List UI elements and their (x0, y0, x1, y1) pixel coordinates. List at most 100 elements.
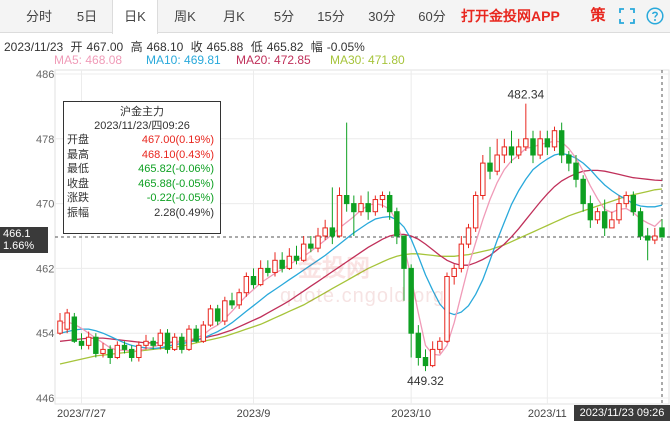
candle-body (200, 324, 207, 342)
candle-body (179, 336, 185, 350)
low-label: 低 (250, 40, 263, 54)
candle-body (186, 328, 192, 350)
x-axis: 2023/7/27 2023/9 2023/10 2023/11 (57, 408, 567, 420)
candle-body (114, 344, 121, 359)
y-tick-label: 470 (36, 199, 54, 211)
candle-body (652, 235, 658, 241)
tab-weekly-k[interactable]: 周K (174, 9, 196, 24)
tab-5day[interactable]: 5日 (76, 9, 98, 24)
strategy-button[interactable]: 策 (590, 7, 606, 24)
y-tick-label: 454 (36, 328, 54, 340)
candle-body (351, 203, 357, 213)
tooltip-row-high: 最高 468.10(0.43%) (64, 148, 220, 163)
candle-body (394, 211, 400, 237)
tooltip-value: 467.00(0.19%) (141, 134, 214, 146)
tab-30min[interactable]: 30分 (368, 9, 396, 24)
crosshair-time-tag: 2023/11/23 09:26 (574, 405, 670, 421)
candle-body (480, 162, 486, 197)
candle-body (386, 195, 393, 213)
tab-timeshare[interactable]: 分时 (25, 9, 52, 24)
tooltip-datetime: 2023/11/23/四09:26 (94, 120, 190, 132)
tooltip-label: 最高 (67, 148, 89, 161)
candle-body (637, 211, 644, 237)
high-annotation: 482.34 (507, 88, 544, 102)
candle-body (630, 195, 637, 213)
candle-body (329, 227, 336, 237)
candle-body (293, 255, 300, 261)
tooltip-value: -0.22(-0.05%) (146, 192, 214, 205)
y-tick-label: 462 (36, 263, 54, 275)
crosshair-tooltip: 沪金主力 2023/11/23/四09:26 开盘 467.00(0.19%) 最… (63, 101, 221, 234)
tab-15min[interactable]: 15分 (317, 9, 345, 24)
tab-60min[interactable]: 60分 (418, 9, 446, 24)
tooltip-value: 465.82(-0.06%) (138, 163, 214, 176)
help-icon[interactable] (646, 7, 664, 25)
candle-body (558, 130, 565, 156)
candle-body (401, 235, 407, 269)
candle-body (444, 276, 450, 342)
tab-5min[interactable]: 5分 (273, 9, 295, 24)
candle-body (315, 235, 321, 249)
candle-body (336, 195, 343, 237)
candle-body (358, 203, 364, 213)
candle-body (451, 267, 457, 277)
candle-body (408, 267, 414, 334)
candle-body (250, 276, 257, 286)
candle-body (64, 312, 70, 330)
tooltip-row-amplitude: 振幅 2.28(0.49%) (64, 206, 220, 221)
high-label: 高 (130, 40, 143, 54)
candle-body (272, 259, 278, 273)
candle-body (601, 211, 608, 229)
candle-body (107, 348, 113, 358)
tab-daily-k[interactable]: 日K (112, 0, 158, 34)
candle-body (458, 243, 465, 269)
tooltip-row-low: 最低 465.82(-0.06%) (64, 162, 220, 177)
candle-body (623, 195, 629, 205)
tooltip-value: 2.28(0.49%) (154, 206, 214, 219)
candle-body (343, 195, 350, 205)
tooltip-label: 振幅 (67, 206, 89, 219)
tooltip-label: 收盘 (67, 177, 89, 190)
open-value: 467.00 (86, 40, 124, 54)
candle-body (508, 146, 515, 156)
candle-body (515, 146, 522, 156)
quote-summary: 2023/11/23 开 467.00 高 468.10 收 465.88 低 465.… (4, 38, 369, 54)
candle-body (587, 203, 594, 221)
candle-body (308, 243, 314, 249)
candle-body (544, 138, 551, 148)
open-app-link[interactable]: 打开金投网APP (461, 8, 560, 24)
candle-body (580, 178, 586, 205)
candle-body (616, 203, 622, 221)
low-annotation: 449.32 (407, 374, 444, 388)
candle-body (193, 328, 199, 342)
y-tick-label: 446 (36, 393, 54, 405)
current-percent: 1.66% (3, 240, 35, 252)
ma5-legend: MA5: 468.08 (54, 53, 123, 67)
close-label: 收 (190, 40, 203, 54)
ma10-legend: MA10: 469.81 (146, 53, 221, 67)
candle-body (372, 199, 379, 213)
candle-body (379, 195, 386, 201)
candle-body (437, 340, 443, 350)
candle-body (422, 357, 429, 367)
candle-body (143, 340, 149, 346)
candle-body (214, 308, 221, 322)
change-label: 幅 (310, 40, 323, 54)
current-price-tag: 466.1 1.66% (0, 227, 48, 253)
tab-monthly-k[interactable]: 月K (223, 9, 245, 24)
candle-body (659, 227, 665, 238)
tooltip-value: 465.88(-0.05%) (138, 177, 214, 190)
candle-body (523, 138, 529, 148)
tooltip-row-close: 收盘 465.88(-0.05%) (64, 177, 220, 192)
x-tick-label: 2023/10 (391, 408, 431, 420)
candle-body (566, 154, 572, 164)
tooltip-row-open: 开盘 467.00(0.19%) (64, 133, 220, 148)
candle-body (150, 340, 156, 346)
candle-body (93, 336, 99, 354)
current-price: 466.1 (3, 228, 31, 240)
fullscreen-icon[interactable] (619, 8, 635, 24)
candle-body (121, 344, 128, 350)
candle-body (609, 219, 615, 229)
open-label: 开 (70, 40, 83, 54)
